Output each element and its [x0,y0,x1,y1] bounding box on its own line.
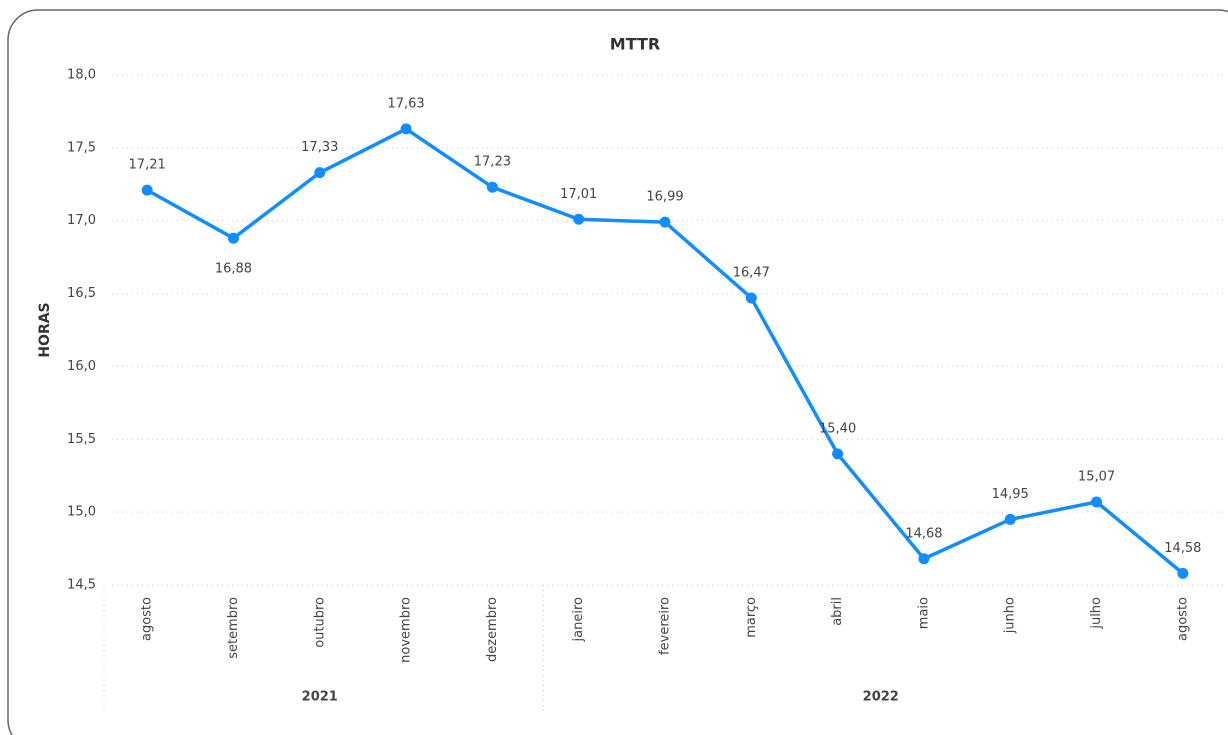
y-tick-label: 14,5 [67,578,96,593]
marker [918,553,930,565]
x-tick-label: novembro [399,597,414,663]
data-label: 17,01 [560,187,597,202]
data-label: 15,07 [1078,469,1115,484]
marker [227,232,239,244]
data-label: 17,33 [301,140,338,155]
y-tick-label: 15,5 [67,432,96,447]
y-tick-label: 16,5 [67,286,96,301]
data-label: 17,63 [387,96,424,111]
year-label: 2021 [302,690,338,705]
x-tick-label: dezembro [485,597,500,662]
x-tick-label: maio [916,597,931,629]
x-tick-label: agosto [1175,597,1190,641]
x-tick-label: fevereiro [658,597,673,655]
marker [141,184,153,196]
x-tick-label: outubro [312,597,327,648]
marker [486,181,498,193]
marker [314,167,326,179]
marker [832,448,844,460]
x-tick-label: agosto [140,597,155,641]
marker [1177,567,1189,579]
marker [1004,513,1016,525]
data-label: 16,47 [733,265,770,280]
marker [659,216,671,228]
y-axis-label: HORAS [37,302,53,357]
data-label: 17,21 [129,158,166,173]
data-label: 14,68 [905,526,942,541]
data-label: 16,99 [646,190,683,205]
y-tick-label: 17,5 [67,140,96,155]
y-tick-label: 16,0 [67,359,96,374]
year-label: 2022 [863,690,899,705]
chart-title: MTTR [610,35,660,54]
x-tick-label: junho [1003,597,1018,634]
x-tick-label: abril [830,597,845,626]
marker [1091,496,1103,508]
data-label: 14,95 [992,487,1029,502]
data-label: 15,40 [819,421,856,436]
marker [400,123,412,135]
y-tick-label: 15,0 [67,505,96,520]
x-tick-label: julho [1089,597,1104,630]
y-tick-label: 17,0 [67,213,96,228]
x-tick-label: março [744,597,759,638]
x-tick-label: setembro [226,597,241,659]
card-border [7,9,1228,735]
y-tick-label: 18,0 [67,68,96,83]
x-tick-label: janeiro [571,597,586,642]
data-label: 16,88 [215,262,252,277]
marker [573,213,585,225]
marker [745,292,757,304]
data-label: 17,23 [474,155,511,170]
data-label: 14,58 [1164,541,1201,556]
